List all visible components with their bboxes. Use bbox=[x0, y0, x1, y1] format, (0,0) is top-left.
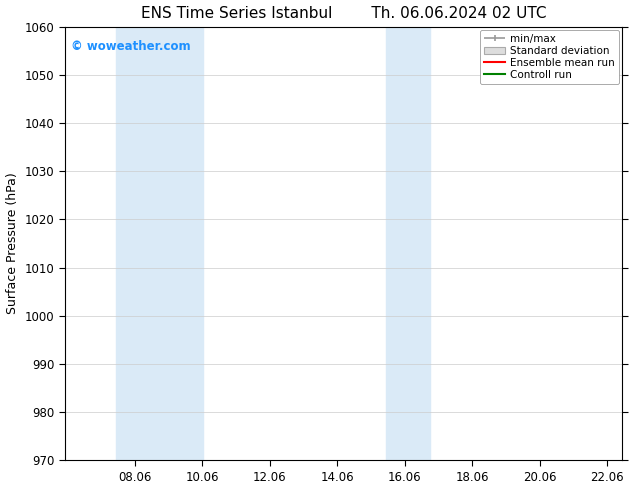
Y-axis label: Surface Pressure (hPa): Surface Pressure (hPa) bbox=[6, 172, 19, 314]
Title: ENS Time Series Istanbul        Th. 06.06.2024 02 UTC: ENS Time Series Istanbul Th. 06.06.2024 … bbox=[141, 6, 547, 21]
Bar bbox=[386, 26, 430, 460]
Text: © woweather.com: © woweather.com bbox=[70, 40, 190, 52]
Bar bbox=[115, 26, 204, 460]
Legend: min/max, Standard deviation, Ensemble mean run, Controll run: min/max, Standard deviation, Ensemble me… bbox=[480, 30, 619, 84]
